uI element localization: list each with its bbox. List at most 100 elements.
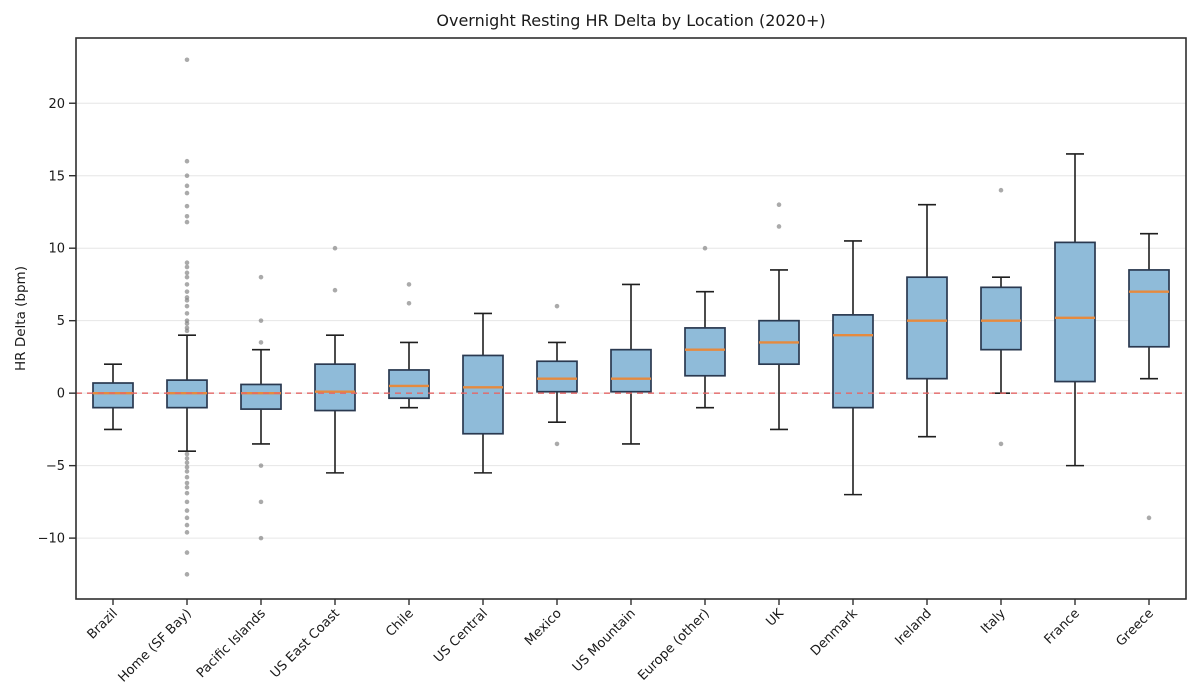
x-tick-label-home-sf-bay: Home (SF Bay) <box>116 606 195 685</box>
outlier-point-home-sf-bay <box>184 480 190 486</box>
box-group-brazil <box>92 363 134 431</box>
outlier-point-home-sf-bay <box>184 456 190 461</box>
outlier-point-home-sf-bay <box>184 515 190 521</box>
x-tick-label-uk: UK <box>763 606 787 630</box>
outlier-point-pacific-islands <box>258 499 264 505</box>
outlier-point-pacific-islands <box>258 463 264 468</box>
outlier-point-home-sf-bay <box>184 460 190 466</box>
box-mexico <box>536 360 578 393</box>
x-tick-label-italy: Italy <box>978 606 1009 637</box>
x-tick-label-greece: Greece <box>1113 606 1156 649</box>
box-group-pacific-islands <box>240 274 282 541</box>
outlier-point-mexico <box>554 441 560 447</box>
outlier-point-home-sf-bay <box>184 328 190 334</box>
box-group-italy <box>980 187 1022 447</box>
outlier-point-home-sf-bay <box>184 321 190 326</box>
box-italy <box>980 286 1022 351</box>
outlier-point-home-sf-bay <box>184 474 190 480</box>
outlier-point-pacific-islands <box>258 340 264 345</box>
outlier-point-home-sf-bay <box>184 469 190 474</box>
y-axis-label: HR Delta (bpm) <box>13 266 29 371</box>
box-greece <box>1128 269 1170 348</box>
outlier-point-home-sf-bay <box>184 260 190 265</box>
x-tick-label-us-mountain: US Mountain <box>570 606 639 675</box>
box-ireland <box>906 276 948 380</box>
outlier-point-home-sf-bay <box>184 203 190 209</box>
outlier-point-uk <box>776 202 782 208</box>
x-tick-label-mexico: Mexico <box>522 606 565 649</box>
y-tick-label: −5 <box>46 459 65 474</box>
outlier-point-europe-other <box>702 245 708 251</box>
outlier-point-home-sf-bay <box>184 298 190 303</box>
box-chile <box>388 369 430 400</box>
outlier-point-home-sf-bay <box>184 214 190 219</box>
outlier-point-home-sf-bay <box>184 173 190 179</box>
outlier-point-home-sf-bay <box>184 522 190 528</box>
outlier-point-pacific-islands <box>258 535 264 541</box>
outlier-point-home-sf-bay <box>184 190 190 196</box>
box-group-uk <box>758 202 800 431</box>
outlier-point-home-sf-bay <box>184 274 190 280</box>
box-group-home-sf-bay <box>166 57 208 577</box>
boxes-group <box>92 57 1170 577</box>
x-tick-label-europe-other: Europe (other) <box>635 606 713 684</box>
box-group-europe-other <box>684 245 726 409</box>
outlier-point-italy <box>998 441 1004 447</box>
plot-frame <box>75 37 1187 600</box>
outlier-point-greece <box>1146 515 1152 521</box>
outlier-point-home-sf-bay <box>184 550 190 555</box>
x-tick-label-pacific-islands: Pacific Islands <box>194 606 269 681</box>
y-tick-label: −10 <box>38 532 65 547</box>
x-tick-label-ireland: Ireland <box>892 606 934 648</box>
y-tick-label: 15 <box>48 169 65 184</box>
outlier-point-home-sf-bay <box>184 451 190 457</box>
outlier-point-home-sf-bay <box>184 270 190 276</box>
box-group-denmark <box>832 240 874 496</box>
outlier-point-chile <box>406 282 412 287</box>
y-tick-label: 10 <box>48 242 65 257</box>
x-tick-label-us-central: US Central <box>431 606 491 666</box>
x-tick-label-france: France <box>1042 606 1083 647</box>
x-tick-label-brazil: Brazil <box>85 606 121 642</box>
outlier-point-uk <box>776 224 782 229</box>
box-us-mountain <box>610 348 652 393</box>
y-tick-label: 5 <box>57 314 65 329</box>
box-brazil <box>92 382 134 409</box>
outlier-point-us-east-coast <box>332 245 338 251</box>
x-tick-label-denmark: Denmark <box>808 606 861 659</box>
outlier-point-home-sf-bay <box>184 219 190 225</box>
outlier-point-home-sf-bay <box>184 490 190 496</box>
box-denmark <box>832 314 874 409</box>
outlier-point-home-sf-bay <box>184 508 190 513</box>
outlier-point-home-sf-bay <box>184 499 190 505</box>
box-group-chile <box>388 282 430 409</box>
outlier-point-home-sf-bay <box>184 57 190 63</box>
box-group-ireland <box>906 203 948 438</box>
outlier-point-mexico <box>554 303 560 309</box>
outlier-point-home-sf-bay <box>184 464 190 470</box>
box-group-greece <box>1128 232 1170 521</box>
outlier-point-chile <box>406 300 412 306</box>
outlier-point-home-sf-bay <box>184 485 190 490</box>
outlier-point-home-sf-bay <box>184 289 190 294</box>
box-group-mexico <box>536 303 578 447</box>
outlier-point-home-sf-bay <box>184 183 190 189</box>
outlier-point-home-sf-bay <box>184 311 190 316</box>
outlier-point-pacific-islands <box>258 318 264 323</box>
box-us-central <box>462 354 504 435</box>
y-tick-label: 0 <box>57 387 65 402</box>
outlier-point-home-sf-bay <box>184 530 190 535</box>
outlier-point-home-sf-bay <box>184 572 190 577</box>
box-group-us-central <box>462 312 504 474</box>
outlier-point-home-sf-bay <box>184 303 190 309</box>
outlier-point-us-east-coast <box>332 287 338 293</box>
box-group-us-east-coast <box>314 245 356 474</box>
box-group-us-mountain <box>610 283 652 445</box>
chart-title: Overnight Resting HR Delta by Location (… <box>436 11 825 30</box>
x-tick-label-us-east-coast: US East Coast <box>268 606 343 681</box>
box-europe-other <box>684 327 726 377</box>
y-tick-label: 20 <box>48 97 65 112</box>
box-us-east-coast <box>314 363 356 412</box>
